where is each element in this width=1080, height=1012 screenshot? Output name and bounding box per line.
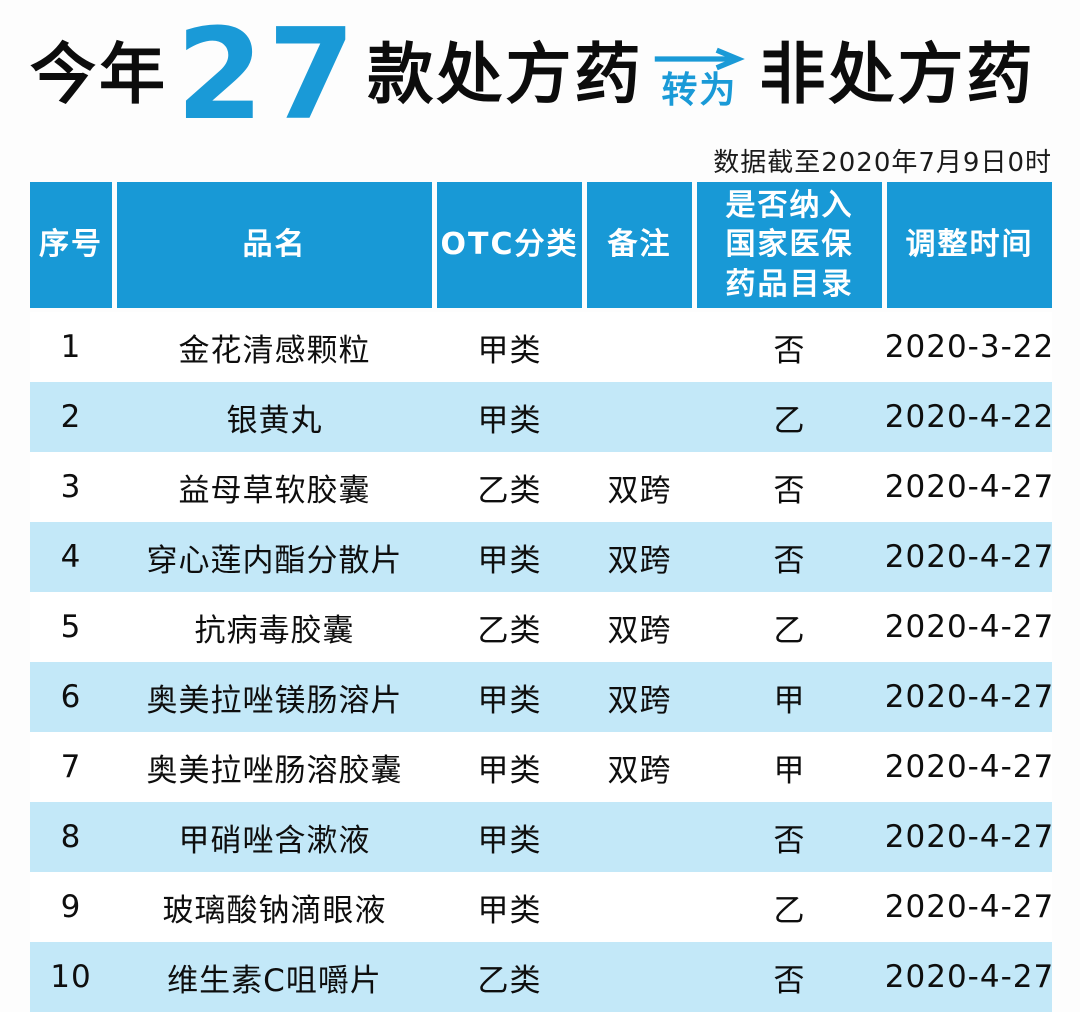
cell-otc_class: 甲类 xyxy=(477,542,542,579)
table-row: 2 银黄丸 甲类 乙 2020-4-22 xyxy=(30,382,1052,452)
title-count: 27 xyxy=(176,1,360,148)
cell-insurance_catalog: 甲 xyxy=(773,682,806,719)
cell-adjust_date: 2020-4-27 xyxy=(887,539,1052,575)
column-header-remark: 备注 xyxy=(587,182,692,308)
cell-index: 9 xyxy=(60,889,82,925)
cell-index: 3 xyxy=(60,469,82,505)
cell-adjust_date: 2020-3-22 xyxy=(887,329,1052,365)
cell-name: 玻璃酸钠滴眼液 xyxy=(162,892,387,929)
cell-remark: 双跨 xyxy=(607,682,672,719)
cell-insurance_catalog: 乙 xyxy=(773,892,806,929)
cell-remark xyxy=(587,382,692,452)
cell-otc_class: 乙类 xyxy=(477,962,542,999)
cell-index: 8 xyxy=(60,819,82,855)
table-row: 7 奥美拉唑肠溶胶囊 甲类 双跨 甲 2020-4-27 xyxy=(30,732,1052,802)
cell-remark xyxy=(587,872,692,942)
cell-insurance_catalog: 甲 xyxy=(773,752,806,789)
cell-index: 6 xyxy=(60,679,82,715)
cell-index: 5 xyxy=(60,609,82,645)
cell-insurance_catalog: 否 xyxy=(773,332,806,369)
cell-adjust_date: 2020-4-22 xyxy=(887,399,1052,435)
cell-otc_class: 乙类 xyxy=(477,612,542,649)
cell-name: 穿心莲内酯分散片 xyxy=(146,542,403,579)
cell-name: 奥美拉唑镁肠溶片 xyxy=(146,682,403,719)
cell-index: 7 xyxy=(60,749,82,785)
cell-insurance_catalog: 否 xyxy=(773,472,806,509)
cell-adjust_date: 2020-4-27 xyxy=(887,469,1052,505)
table-row: 1 金花清感颗粒 甲类 否 2020-3-22 xyxy=(30,312,1052,382)
cell-index: 2 xyxy=(60,399,82,435)
cell-name: 银黄丸 xyxy=(226,402,323,439)
cell-remark: 双跨 xyxy=(607,472,672,509)
cell-name: 甲硝唑含漱液 xyxy=(178,822,371,859)
right-arrow-icon xyxy=(655,47,746,71)
cell-adjust_date: 2020-4-27 xyxy=(887,609,1052,645)
cell-name: 维生素C咀嚼片 xyxy=(167,962,382,999)
cell-otc_class: 甲类 xyxy=(477,682,542,719)
cell-name: 奥美拉唑肠溶胶囊 xyxy=(146,752,403,789)
cell-adjust_date: 2020-4-27 xyxy=(887,819,1052,855)
cell-adjust_date: 2020-4-27 xyxy=(887,749,1052,785)
cell-insurance_catalog: 乙 xyxy=(773,402,806,439)
cell-insurance_catalog: 乙 xyxy=(773,612,806,649)
drug-table: 序号 品名 OTC分类 备注 是否纳入 国家医保 药品目录 调整时间 1 金花清感… xyxy=(0,182,1080,1012)
table-body: 1 金花清感颗粒 甲类否 2020-3-22 2 银黄丸 甲类乙 2020-4-22 3 益母草软… xyxy=(30,312,1052,1012)
cell-name: 益母草软胶囊 xyxy=(178,472,371,509)
cell-remark: 双跨 xyxy=(607,752,672,789)
cell-index: 10 xyxy=(50,959,92,995)
cell-remark: 双跨 xyxy=(607,612,672,649)
cell-otc_class: 乙类 xyxy=(477,472,542,509)
title-suffix: 非处方药 xyxy=(759,36,1036,113)
table-header-row: 序号 品名 OTC分类 备注 是否纳入 国家医保 药品目录 调整时间 xyxy=(30,182,1052,308)
title-mid: 款处方药 xyxy=(367,36,644,113)
cell-otc_class: 甲类 xyxy=(477,822,542,859)
cell-otc_class: 甲类 xyxy=(477,892,542,929)
cell-otc_class: 甲类 xyxy=(477,402,542,439)
column-header-name: 品名 xyxy=(117,182,432,308)
convert-arrow-group: 转为 xyxy=(653,47,746,111)
cell-otc_class: 甲类 xyxy=(477,752,542,789)
cell-adjust_date: 2020-4-27 xyxy=(887,679,1052,715)
column-header-index: 序号 xyxy=(30,182,112,308)
cell-index: 1 xyxy=(60,329,82,365)
table-row: 3 益母草软胶囊 乙类 双跨 否 2020-4-27 xyxy=(30,452,1052,522)
table-row: 8 甲硝唑含漱液 甲类 否 2020-4-27 xyxy=(30,802,1052,872)
table-row: 5 抗病毒胶囊 乙类 双跨 乙 2020-4-27 xyxy=(30,592,1052,662)
page-title: 今年 27 款处方药 转为 非处方药 xyxy=(30,12,1052,138)
column-header-otc-class: OTC分类 xyxy=(437,182,582,308)
cell-otc_class: 甲类 xyxy=(477,332,542,369)
cell-insurance_catalog: 否 xyxy=(773,962,806,999)
cell-remark: 双跨 xyxy=(607,542,672,579)
cell-name: 抗病毒胶囊 xyxy=(194,612,355,649)
cell-name: 金花清感颗粒 xyxy=(178,332,371,369)
masthead: 今年 27 款处方药 转为 非处方药 数据截至2020年7月9日0时 xyxy=(0,0,1080,182)
table-row: 4 穿心莲内酯分散片 甲类 双跨 否 2020-4-27 xyxy=(30,522,1052,592)
cell-adjust_date: 2020-4-27 xyxy=(887,959,1052,995)
cell-insurance_catalog: 否 xyxy=(773,542,806,579)
table-row: 9 玻璃酸钠滴眼液 甲类 乙 2020-4-27 xyxy=(30,872,1052,942)
data-cutoff-note: 数据截至2020年7月9日0时 xyxy=(713,148,1052,178)
cell-insurance_catalog: 否 xyxy=(773,822,806,859)
cell-remark xyxy=(587,802,692,872)
column-header-adjust-date: 调整时间 xyxy=(887,182,1052,308)
cell-index: 4 xyxy=(60,539,82,575)
cell-remark xyxy=(587,942,692,1012)
column-header-insurance-catalog: 是否纳入 国家医保 药品目录 xyxy=(697,182,882,308)
table-row: 6 奥美拉唑镁肠溶片 甲类 双跨 甲 2020-4-27 xyxy=(30,662,1052,732)
cell-remark xyxy=(587,312,692,382)
cell-adjust_date: 2020-4-27 xyxy=(887,889,1052,925)
convert-label: 转为 xyxy=(661,70,738,111)
title-prefix: 今年 xyxy=(30,36,168,113)
table-row: 10 维生素C咀嚼片 乙类 否 2020-4-27 xyxy=(30,942,1052,1012)
